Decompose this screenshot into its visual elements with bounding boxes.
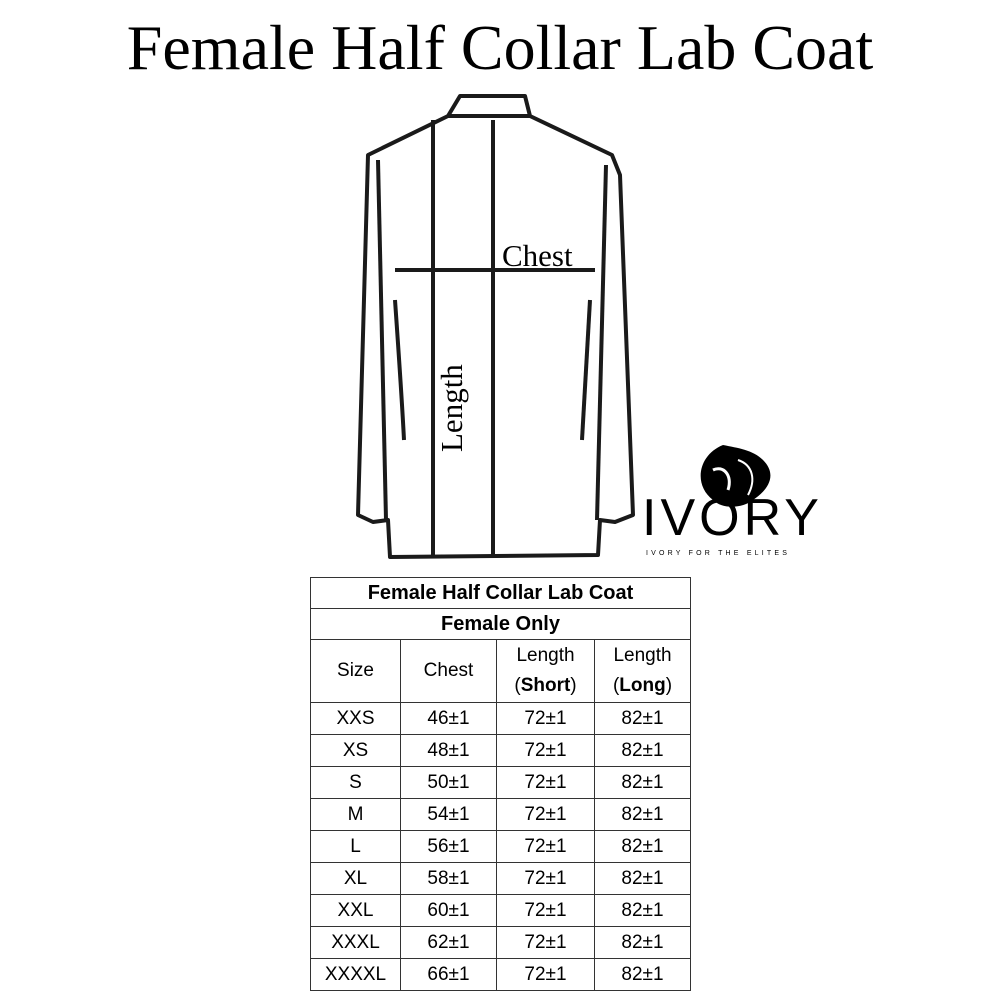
chest-label: Chest [502, 238, 573, 273]
cell-chest: 56±1 [400, 830, 497, 863]
cell-size: XXL [310, 894, 401, 927]
coat-outline [356, 94, 635, 559]
cell-length-short: 72±1 [496, 702, 595, 735]
table-row: XL 58±1 72±1 82±1 [310, 862, 691, 895]
table-row: XXXXL 66±1 72±1 82±1 [310, 958, 691, 991]
cell-length-long: 82±1 [594, 702, 691, 735]
cell-length-long: 82±1 [594, 894, 691, 927]
cell-chest: 62±1 [400, 926, 497, 959]
cell-length-long: 82±1 [594, 926, 691, 959]
header-length-short-line1: Length [516, 645, 575, 666]
cell-length-short: 72±1 [496, 862, 595, 895]
cell-length-long: 82±1 [594, 798, 691, 831]
cell-length-short: 72±1 [496, 894, 595, 927]
table-subtitle: Female Only [310, 608, 691, 640]
cell-length-long: 82±1 [594, 734, 691, 767]
header-length-short: Length (Short) [496, 639, 595, 703]
cell-length-long: 82±1 [594, 766, 691, 799]
table-row: S 50±1 72±1 82±1 [310, 766, 691, 799]
table-row: XS 48±1 72±1 82±1 [310, 734, 691, 767]
cell-length-short: 72±1 [496, 766, 595, 799]
cell-size: L [310, 830, 401, 863]
table-header-row: Size Chest Length (Short) Length (Long) [310, 639, 691, 703]
cell-size: XXXXL [310, 958, 401, 991]
cell-size: XXS [310, 702, 401, 735]
cell-length-long: 82±1 [594, 958, 691, 991]
length-label: Length [434, 364, 469, 452]
table-row: XXS 46±1 72±1 82±1 [310, 702, 691, 735]
cell-size: XL [310, 862, 401, 895]
header-length-long-line2: Long [619, 675, 666, 696]
page-title: Female Half Collar Lab Coat [126, 12, 874, 83]
cell-chest: 60±1 [400, 894, 497, 927]
lab-coat-diagram: Chest Length [356, 94, 635, 559]
table-row: XXXL 62±1 72±1 82±1 [310, 926, 691, 959]
table-row: L 56±1 72±1 82±1 [310, 830, 691, 863]
elephant-leaf-icon [700, 445, 771, 507]
cell-size: S [310, 766, 401, 799]
ivory-logo: IVORY IVORY FOR THE ELITES [640, 440, 820, 565]
cell-chest: 54±1 [400, 798, 497, 831]
cell-size: XS [310, 734, 401, 767]
cell-length-long: 82±1 [594, 830, 691, 863]
cell-chest: 66±1 [400, 958, 497, 991]
table-row: M 54±1 72±1 82±1 [310, 798, 691, 831]
size-chart-table: Female Half Collar Lab Coat Female Only … [310, 577, 691, 991]
header-length-long-line1: Length [613, 645, 672, 666]
logo-tagline: IVORY FOR THE ELITES [646, 550, 791, 557]
header-length-short-line2: Short [520, 675, 571, 696]
header-chest: Chest [400, 639, 497, 703]
header-size: Size [310, 639, 401, 703]
cell-length-short: 72±1 [496, 958, 595, 991]
header-length-long: Length (Long) [594, 639, 691, 703]
cell-length-short: 72±1 [496, 798, 595, 831]
cell-size: XXXL [310, 926, 401, 959]
cell-chest: 58±1 [400, 862, 497, 895]
cell-size: M [310, 798, 401, 831]
cell-chest: 48±1 [400, 734, 497, 767]
cell-length-short: 72±1 [496, 734, 595, 767]
table-title: Female Half Collar Lab Coat [310, 577, 691, 609]
cell-length-short: 72±1 [496, 926, 595, 959]
measure-lines [395, 120, 595, 555]
cell-chest: 50±1 [400, 766, 497, 799]
cell-chest: 46±1 [400, 702, 497, 735]
logo-wordmark: IVORY [642, 489, 823, 547]
table-row: XXL 60±1 72±1 82±1 [310, 894, 691, 927]
cell-length-long: 82±1 [594, 862, 691, 895]
cell-length-short: 72±1 [496, 830, 595, 863]
